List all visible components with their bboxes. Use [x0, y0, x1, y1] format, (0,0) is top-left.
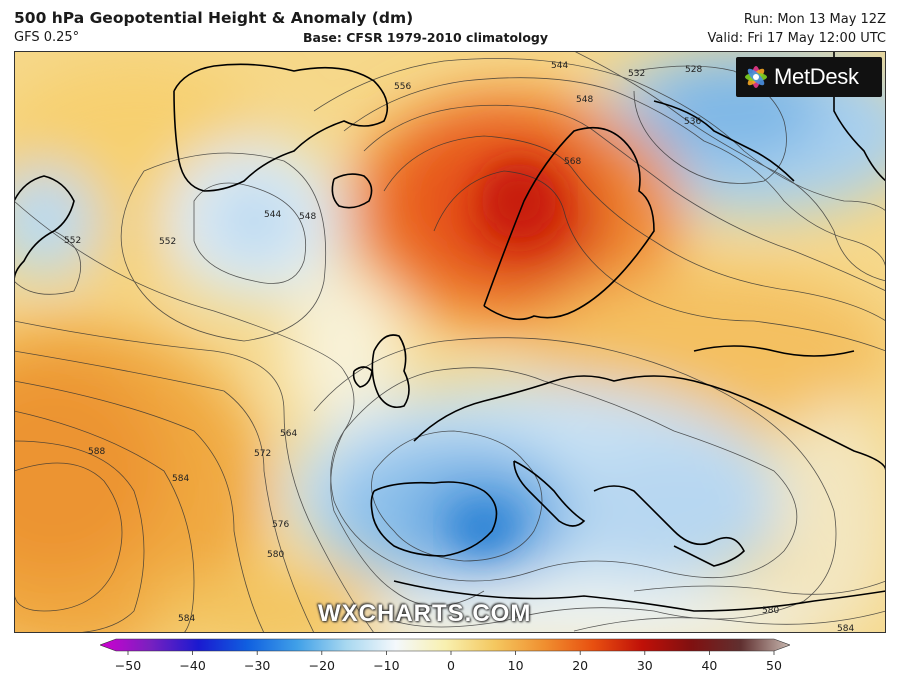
colorbar-tick-label: −10: [373, 658, 399, 673]
contour-label: 572: [254, 449, 271, 459]
metdesk-logo-icon: [745, 66, 767, 88]
model-label: GFS 0.25°: [14, 30, 80, 45]
contour-label: 532: [628, 69, 645, 79]
contour-label: 544: [551, 61, 568, 71]
colorbar-tick-label: 10: [508, 658, 524, 673]
colorbar-tick-label: 50: [766, 658, 782, 673]
contour-label: 564: [280, 429, 297, 439]
map-title: 500 hPa Geopotential Height & Anomaly (d…: [14, 9, 414, 27]
coastlines: [14, 51, 886, 612]
map-canvas: 528 532 536 544 548 552 556 564 568 572 …: [14, 51, 886, 633]
contour-labels: 528 532 536 544 548 552 556 564 568 572 …: [64, 61, 854, 633]
colorbar-tick-label: 30: [637, 658, 653, 673]
contour-label: 548: [299, 212, 316, 222]
climatology-base-label: Base: CFSR 1979-2010 climatology: [303, 30, 549, 45]
contour-label: 544: [264, 210, 281, 220]
contour-label: 556: [394, 82, 411, 92]
contour-label: 584: [178, 614, 195, 624]
contour-label: 580: [267, 550, 284, 560]
contour-label: 536: [684, 117, 701, 127]
colorbar-tick-label: 40: [701, 658, 717, 673]
anomaly-map[interactable]: 528 532 536 544 548 552 556 564 568 572 …: [14, 51, 886, 633]
colorbar-tick-label: 0: [447, 658, 455, 673]
contour-label: 548: [576, 95, 593, 105]
contour-label: 584: [837, 624, 854, 633]
metdesk-logo-text: MetDesk: [774, 64, 859, 89]
contour-label: 528: [685, 65, 702, 75]
anomaly-colorbar: −50 −40 −30 −20 −10 0 10 20 30 40 50: [99, 638, 791, 688]
contour-label: 552: [64, 236, 81, 246]
colorbar-tick-label: −20: [309, 658, 335, 673]
contour-label: 552: [159, 237, 176, 247]
colorbar-strip: [99, 638, 791, 652]
map-frame: [14, 51, 886, 633]
contour-label: 580: [762, 606, 779, 616]
contour-label: 588: [88, 447, 105, 457]
colorbar-svg: −50 −40 −30 −20 −10 0 10 20 30 40 50: [99, 638, 791, 673]
colorbar-tick-label: −40: [179, 658, 205, 673]
contour-label: 568: [564, 157, 581, 167]
metdesk-logo: MetDesk: [736, 57, 882, 97]
contour-label: 576: [272, 520, 289, 530]
contour-label: 584: [172, 474, 189, 484]
colorbar-tick-label: −30: [244, 658, 270, 673]
wxcharts-watermark: WXCHARTS.COM: [318, 600, 532, 627]
run-time-label: Run: Mon 13 May 12Z: [743, 12, 886, 27]
colorbar-tick-label: −50: [115, 658, 141, 673]
valid-time-label: Valid: Fri 17 May 12:00 UTC: [707, 31, 886, 46]
colorbar-tick-label: 20: [572, 658, 588, 673]
height-contours: [14, 51, 886, 633]
